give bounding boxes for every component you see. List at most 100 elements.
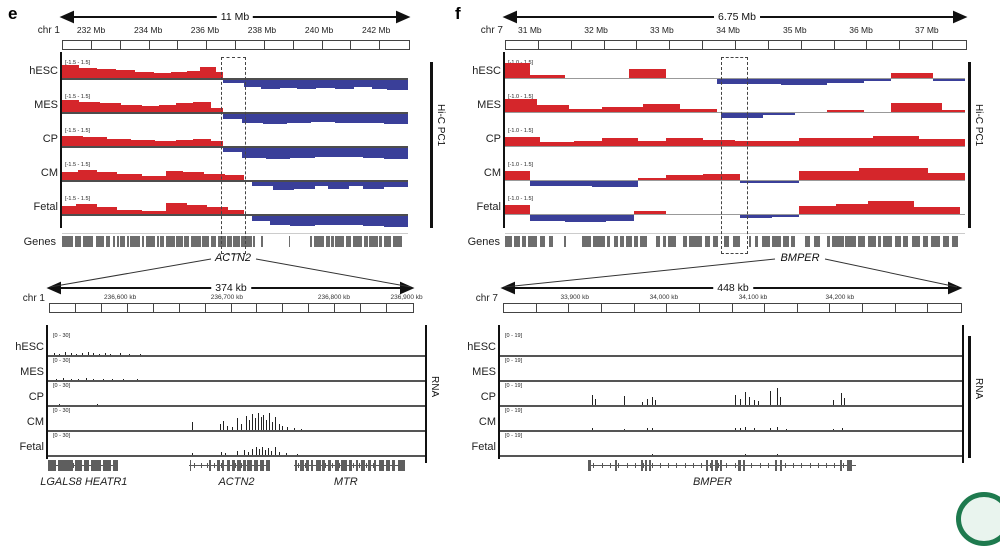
hic-bar-negative [739,215,772,218]
rna-spike [655,400,657,405]
highlight-region-box-e [221,57,246,254]
gene-model-intron-tick [801,463,803,468]
gene-model-exon [719,460,723,471]
gene-block [783,236,789,247]
detail-ruler-tick [178,304,180,312]
hic-track-name: Fetal [476,201,501,213]
gene-block [704,236,711,247]
detail-ruler-tick [360,304,362,312]
gene-model-exon [253,460,259,471]
hic-bar-positive [62,100,80,112]
ruler-tick [321,41,323,49]
hic-bar-negative [269,216,291,225]
rna-spike [274,447,276,455]
gene-model-intron-tick [339,463,341,468]
hic-bar-negative [771,215,800,217]
gene-model-exon [209,460,212,471]
hic-bar-positive [158,104,177,112]
rna-spike [236,451,238,455]
gene-model-exon [775,460,778,471]
rna-spike [87,352,89,355]
gene-block [549,236,554,247]
gene-model-intron-tick [241,463,243,468]
hic-bar-positive [505,99,538,112]
gene-block [922,236,929,247]
ruler-tick-label: 32 Mb [584,25,608,35]
ruler-tick-label: 238 Mb [247,25,277,35]
gene-model-exon [614,460,617,471]
rna-spike [63,378,65,380]
journal-badge-logo [956,492,1000,546]
ruler-tick-label: 240 Mb [304,25,334,35]
hic-bar-positive [836,138,873,146]
rna-spike [219,424,221,430]
rna-spike [225,453,227,455]
rna-baseline [48,455,425,457]
gene-block [505,236,513,247]
hic-bar-positive [702,139,735,146]
rna-track-name: CP [480,391,496,403]
gene-model-exon [322,460,326,471]
rna-spike [293,428,295,430]
detail-ruler-tick-label: 236,700 kb [210,294,243,301]
hic-bar-negative [354,80,372,88]
detail-chromosome-ruler [49,303,414,313]
hic-bar-positive [228,210,244,214]
gene-block [877,236,882,247]
gene-model-intron-tick [784,463,786,468]
gene-model-intron-tick [207,463,209,468]
hic-bar-positive [200,66,216,78]
ruler-tick [379,41,381,49]
rna-spike [262,447,264,455]
gene-block [142,236,144,247]
gene-block [62,236,74,247]
rna-spike [642,402,644,405]
rna-axis-line-right [425,325,427,463]
detail-ruler-tick [796,304,798,312]
rna-track-name: hESC [467,341,496,353]
gene-model-intron-tick [759,463,761,468]
rna-spike [254,418,256,430]
gene-model-exon [328,460,331,471]
rna-baseline [500,430,962,432]
gene-block [127,236,129,247]
detail-ruler-tick [731,304,733,312]
hic-bar-negative [387,80,408,91]
gene-model-intron-tick [651,463,653,468]
rna-track-range: [0 - 19] [505,383,523,389]
gene-block [831,236,844,247]
rna-bracket-f [968,336,971,458]
gene-model-intron-tick [305,463,307,468]
scale-span-e-overview: 11 Mb [216,11,254,23]
hic-bar-positive [799,171,860,180]
hic-bar-positive [77,170,97,180]
hic-bar-positive [117,210,142,214]
gene-model-exon [189,460,192,471]
hic-bar-positive [62,172,78,180]
gene-block [527,236,537,247]
gene-block [942,236,950,247]
hic-track-range: [-1.5 - 1.5] [65,60,91,66]
hic-bar-positive [183,172,204,180]
rna-baseline [48,380,425,382]
gene-block [310,236,313,247]
hic-bar-negative [721,113,763,119]
ruler-tick [833,41,835,49]
ruler-tick [90,41,92,49]
hic-track-name: hESC [29,65,58,77]
rna-track-name: CM [26,416,44,428]
hic-bar-positive [215,72,223,78]
rna-spike [740,399,742,405]
gene-block [845,236,856,247]
rna-spike [140,354,142,355]
hic-axis-label-e: Hi-C PC1 [435,104,446,147]
gene-block [160,236,165,247]
ruler-tick-label: 35 Mb [782,25,807,35]
ruler-tick-label: 232 Mb [76,25,106,35]
hic-bar-positive [539,141,574,146]
rna-spike [646,399,648,405]
rna-spike [840,393,842,405]
gene-model-exon [715,460,718,471]
figure-annotation-lines [46,10,968,295]
gene-model-exon [57,460,73,471]
